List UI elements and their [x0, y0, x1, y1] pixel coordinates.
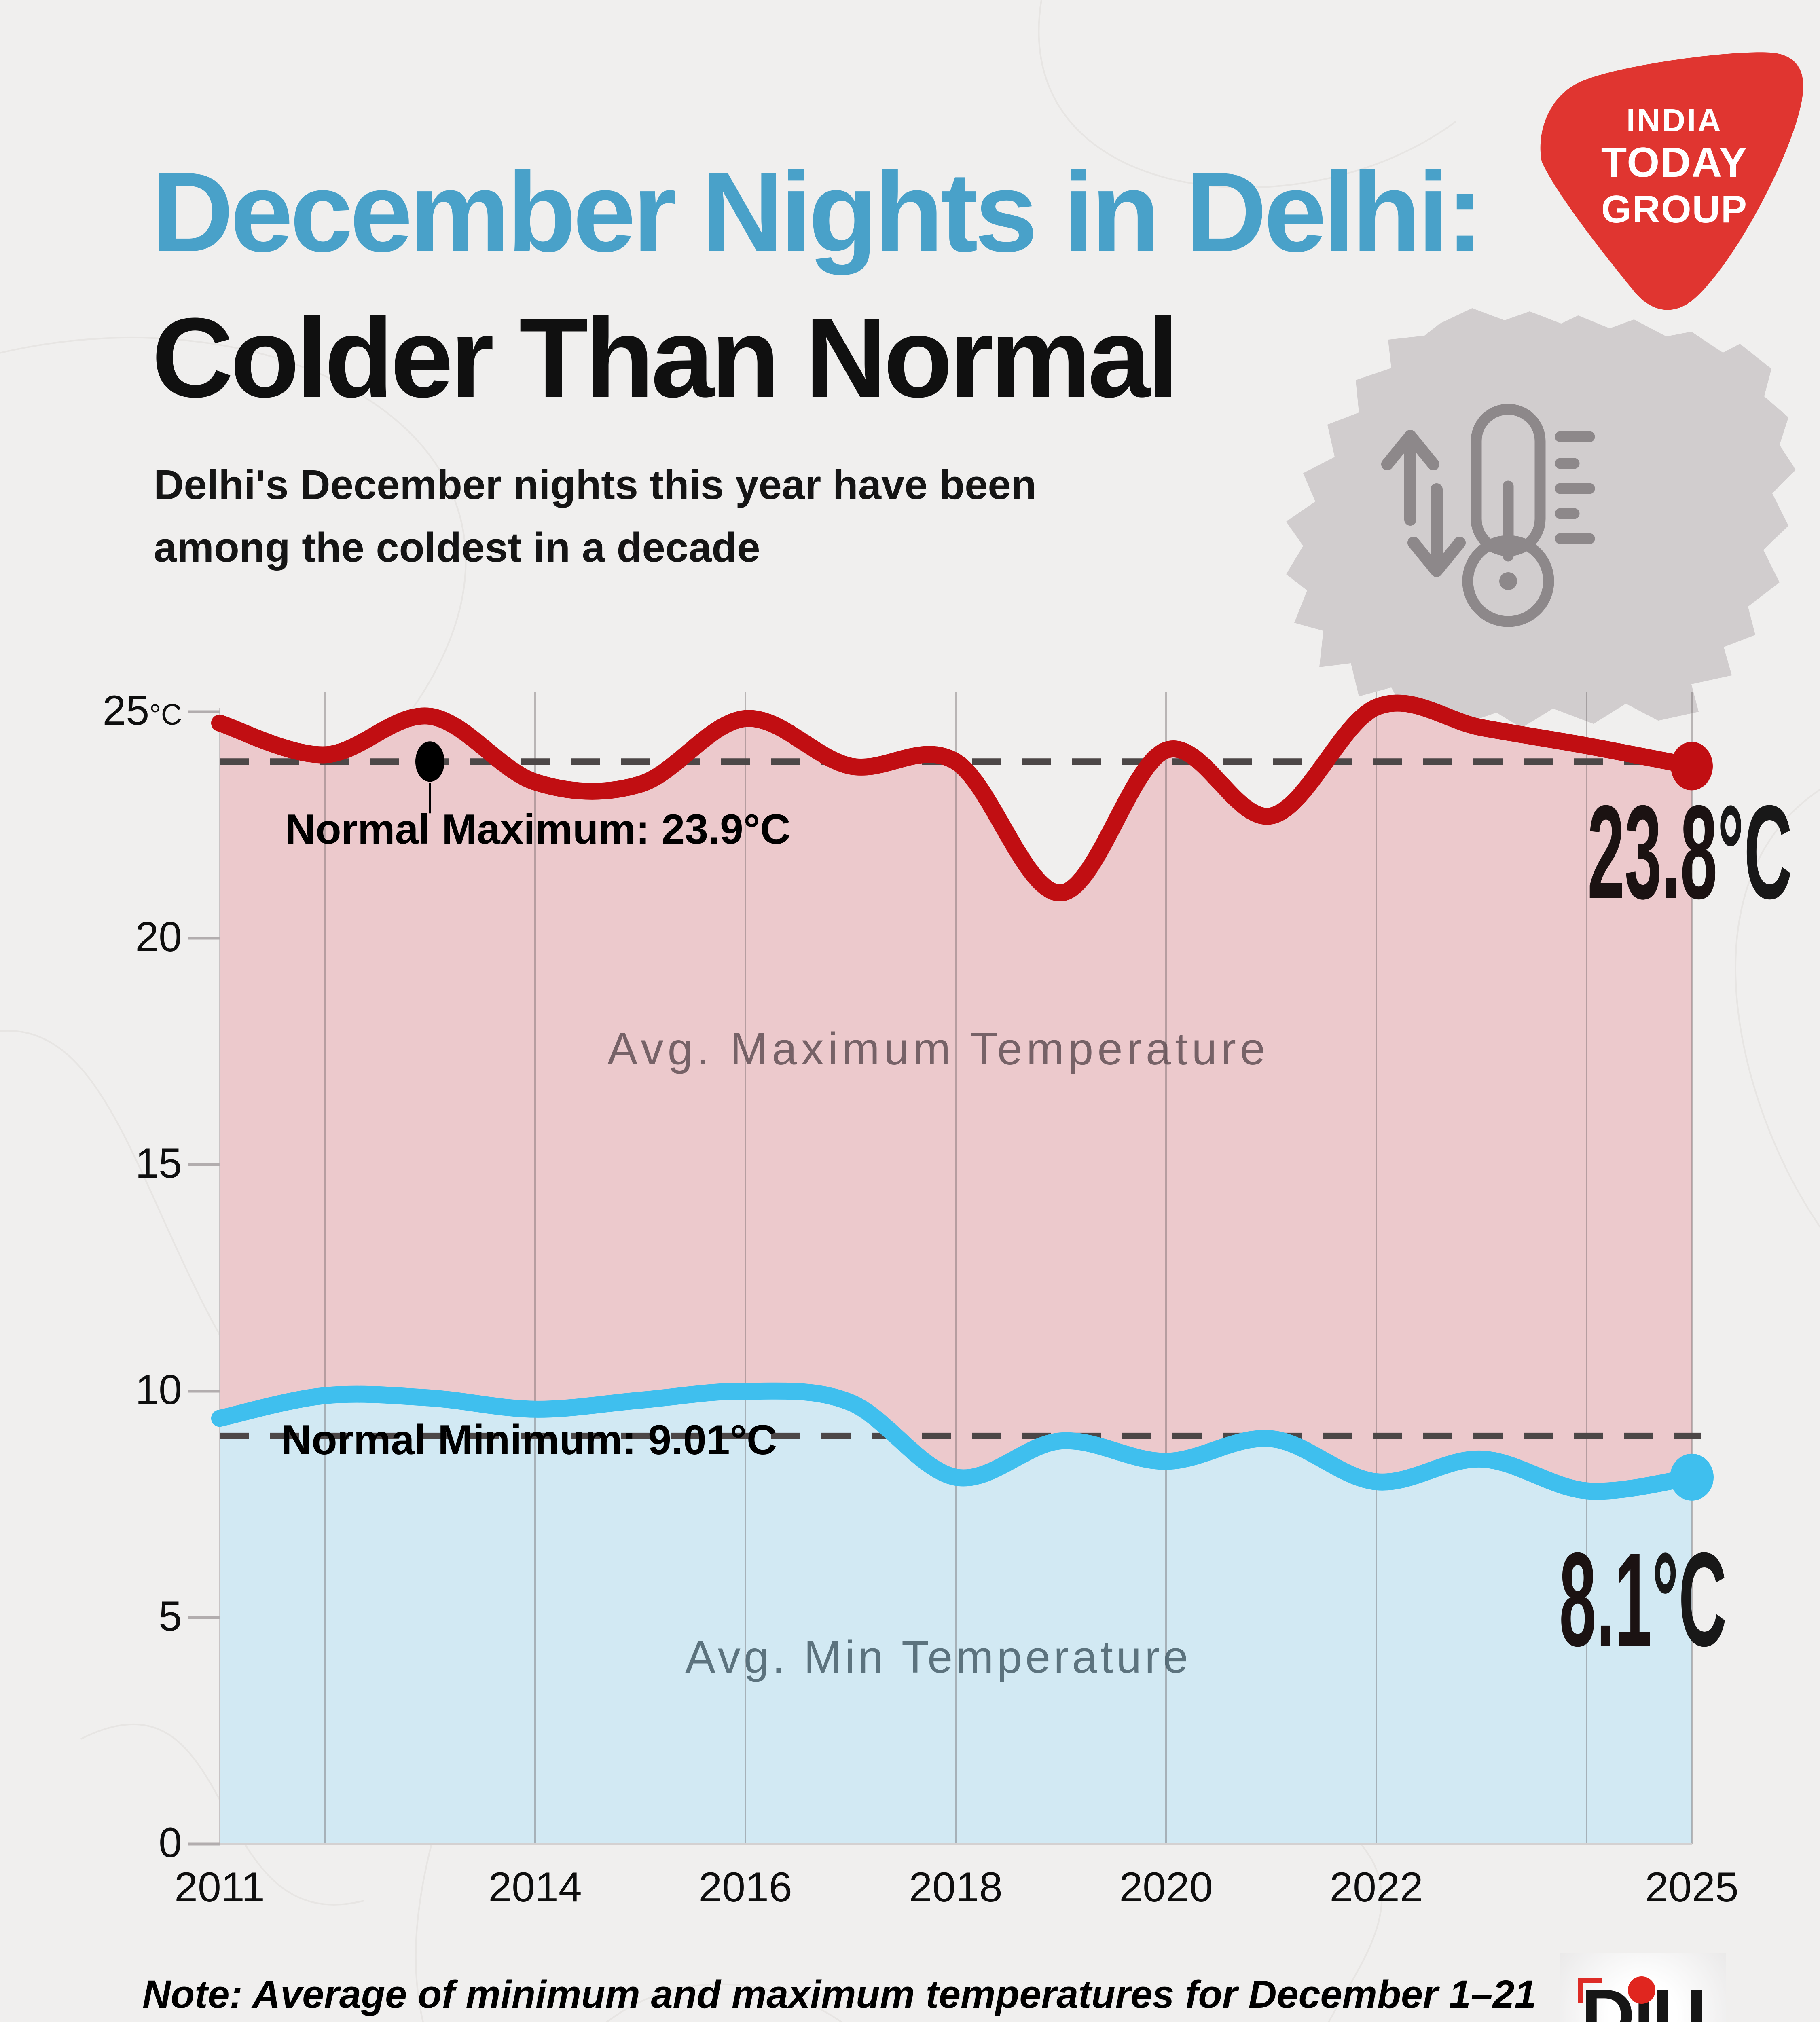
max-end-value: 23.8°C [1587, 785, 1792, 919]
y-axis-label-10: 10 [135, 1366, 182, 1413]
page-subtitle: Delhi's December nights this year have b… [154, 454, 1037, 579]
min-series-label: Avg. Min Temperature [685, 1632, 1191, 1682]
page-title-line1: December Nights in Delhi: [152, 149, 1484, 275]
min-temperature-area [220, 1391, 1692, 1844]
y-axis-label-25: 25°C [102, 687, 182, 734]
footnote: Note: Average of minimum and maximum tem… [142, 1972, 1536, 2016]
india-today-logo-shape [1540, 52, 1803, 310]
y-axis-label-15: 15 [135, 1140, 182, 1187]
diu-bracket-top-left-icon [1578, 1978, 1602, 2003]
gridlines [324, 692, 1693, 1844]
max-end-dot [1671, 742, 1713, 791]
min-end-unit: °C [1652, 1525, 1727, 1674]
x-axis-label-2020: 2020 [1119, 1864, 1213, 1911]
arrow-up-icon [1381, 430, 1439, 526]
min-temperature-line [211, 1382, 1700, 1500]
y-axis-label-20: 20 [135, 914, 182, 960]
delhi-map [1286, 308, 1796, 728]
thermometer-icon [1462, 404, 1595, 627]
logo-text-group: GROUP [1601, 188, 1748, 231]
max-end-unit: °C [1717, 777, 1792, 926]
x-axis-label-2014: 2014 [488, 1864, 582, 1911]
diu-dot-icon [1628, 1976, 1655, 2004]
x-axis-label-2011: 2011 [174, 1864, 265, 1911]
normal-max-annotation: Normal Maximum: 23.9°C [285, 806, 791, 853]
min-end-number: 8.1 [1559, 1525, 1652, 1674]
logo-text-today: TODAY [1601, 139, 1748, 186]
chart-areas [220, 703, 1692, 1844]
min-end-value: 8.1°C [1559, 1533, 1727, 1666]
normal-max-marker-dot [415, 741, 444, 782]
y-axis-ticks [188, 710, 220, 1846]
x-axis-label-2016: 2016 [698, 1864, 792, 1911]
page-title-line2: Colder Than Normal [152, 295, 1179, 421]
normal-min-annotation: Normal Minimum: 9.01°C [281, 1417, 777, 1464]
max-end-number: 23.8 [1587, 777, 1718, 926]
max-series-label: Avg. Maximum Temperature [607, 1024, 1270, 1074]
y-axis-label-0: 0 [159, 1819, 182, 1866]
subtitle-line1: Delhi's December nights this year have b… [154, 461, 1037, 508]
min-end-dot [1670, 1453, 1714, 1501]
subtitle-line2: among the coldest in a decade [154, 524, 760, 571]
x-axis-label-2022: 2022 [1329, 1864, 1423, 1911]
y-axis-label-5: 5 [159, 1593, 182, 1640]
logo-text-india: INDIA [1626, 102, 1723, 138]
arrow-down-icon [1407, 483, 1466, 577]
max-temperature-line [211, 694, 1700, 901]
diu-logo: DıU DATA INTELLIGENCE UNIT [1560, 1953, 1726, 2022]
x-axis-label-2025: 2025 [1645, 1864, 1739, 1911]
x-axis-label-2018: 2018 [909, 1864, 1003, 1911]
